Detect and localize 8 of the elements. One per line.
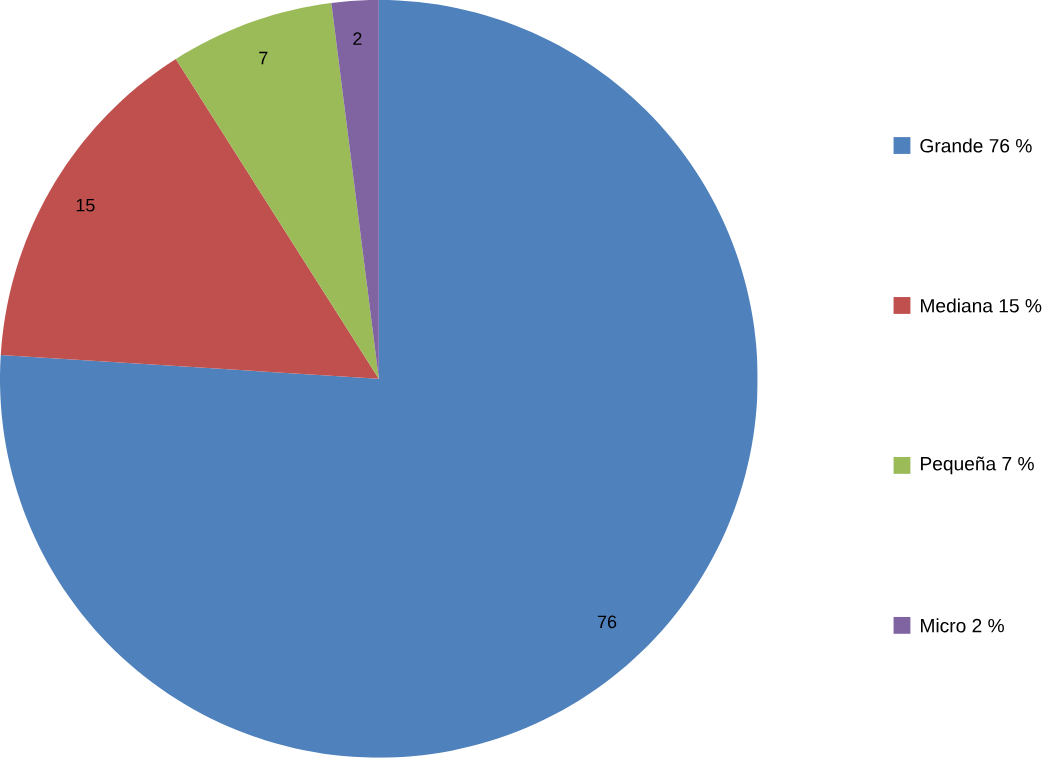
data-label: 2 [353, 32, 362, 45]
data-label: 76 [597, 615, 617, 629]
legend-label: Pequeña 7 % [921, 456, 1034, 475]
legend-label: Micro 2 % [921, 618, 1004, 633]
legend-label: Mediana 15 % [921, 298, 1042, 313]
data-label: 7 [259, 52, 268, 65]
data-label: 15 [76, 199, 95, 212]
legend-label: Grande 76 % [920, 138, 1032, 153]
